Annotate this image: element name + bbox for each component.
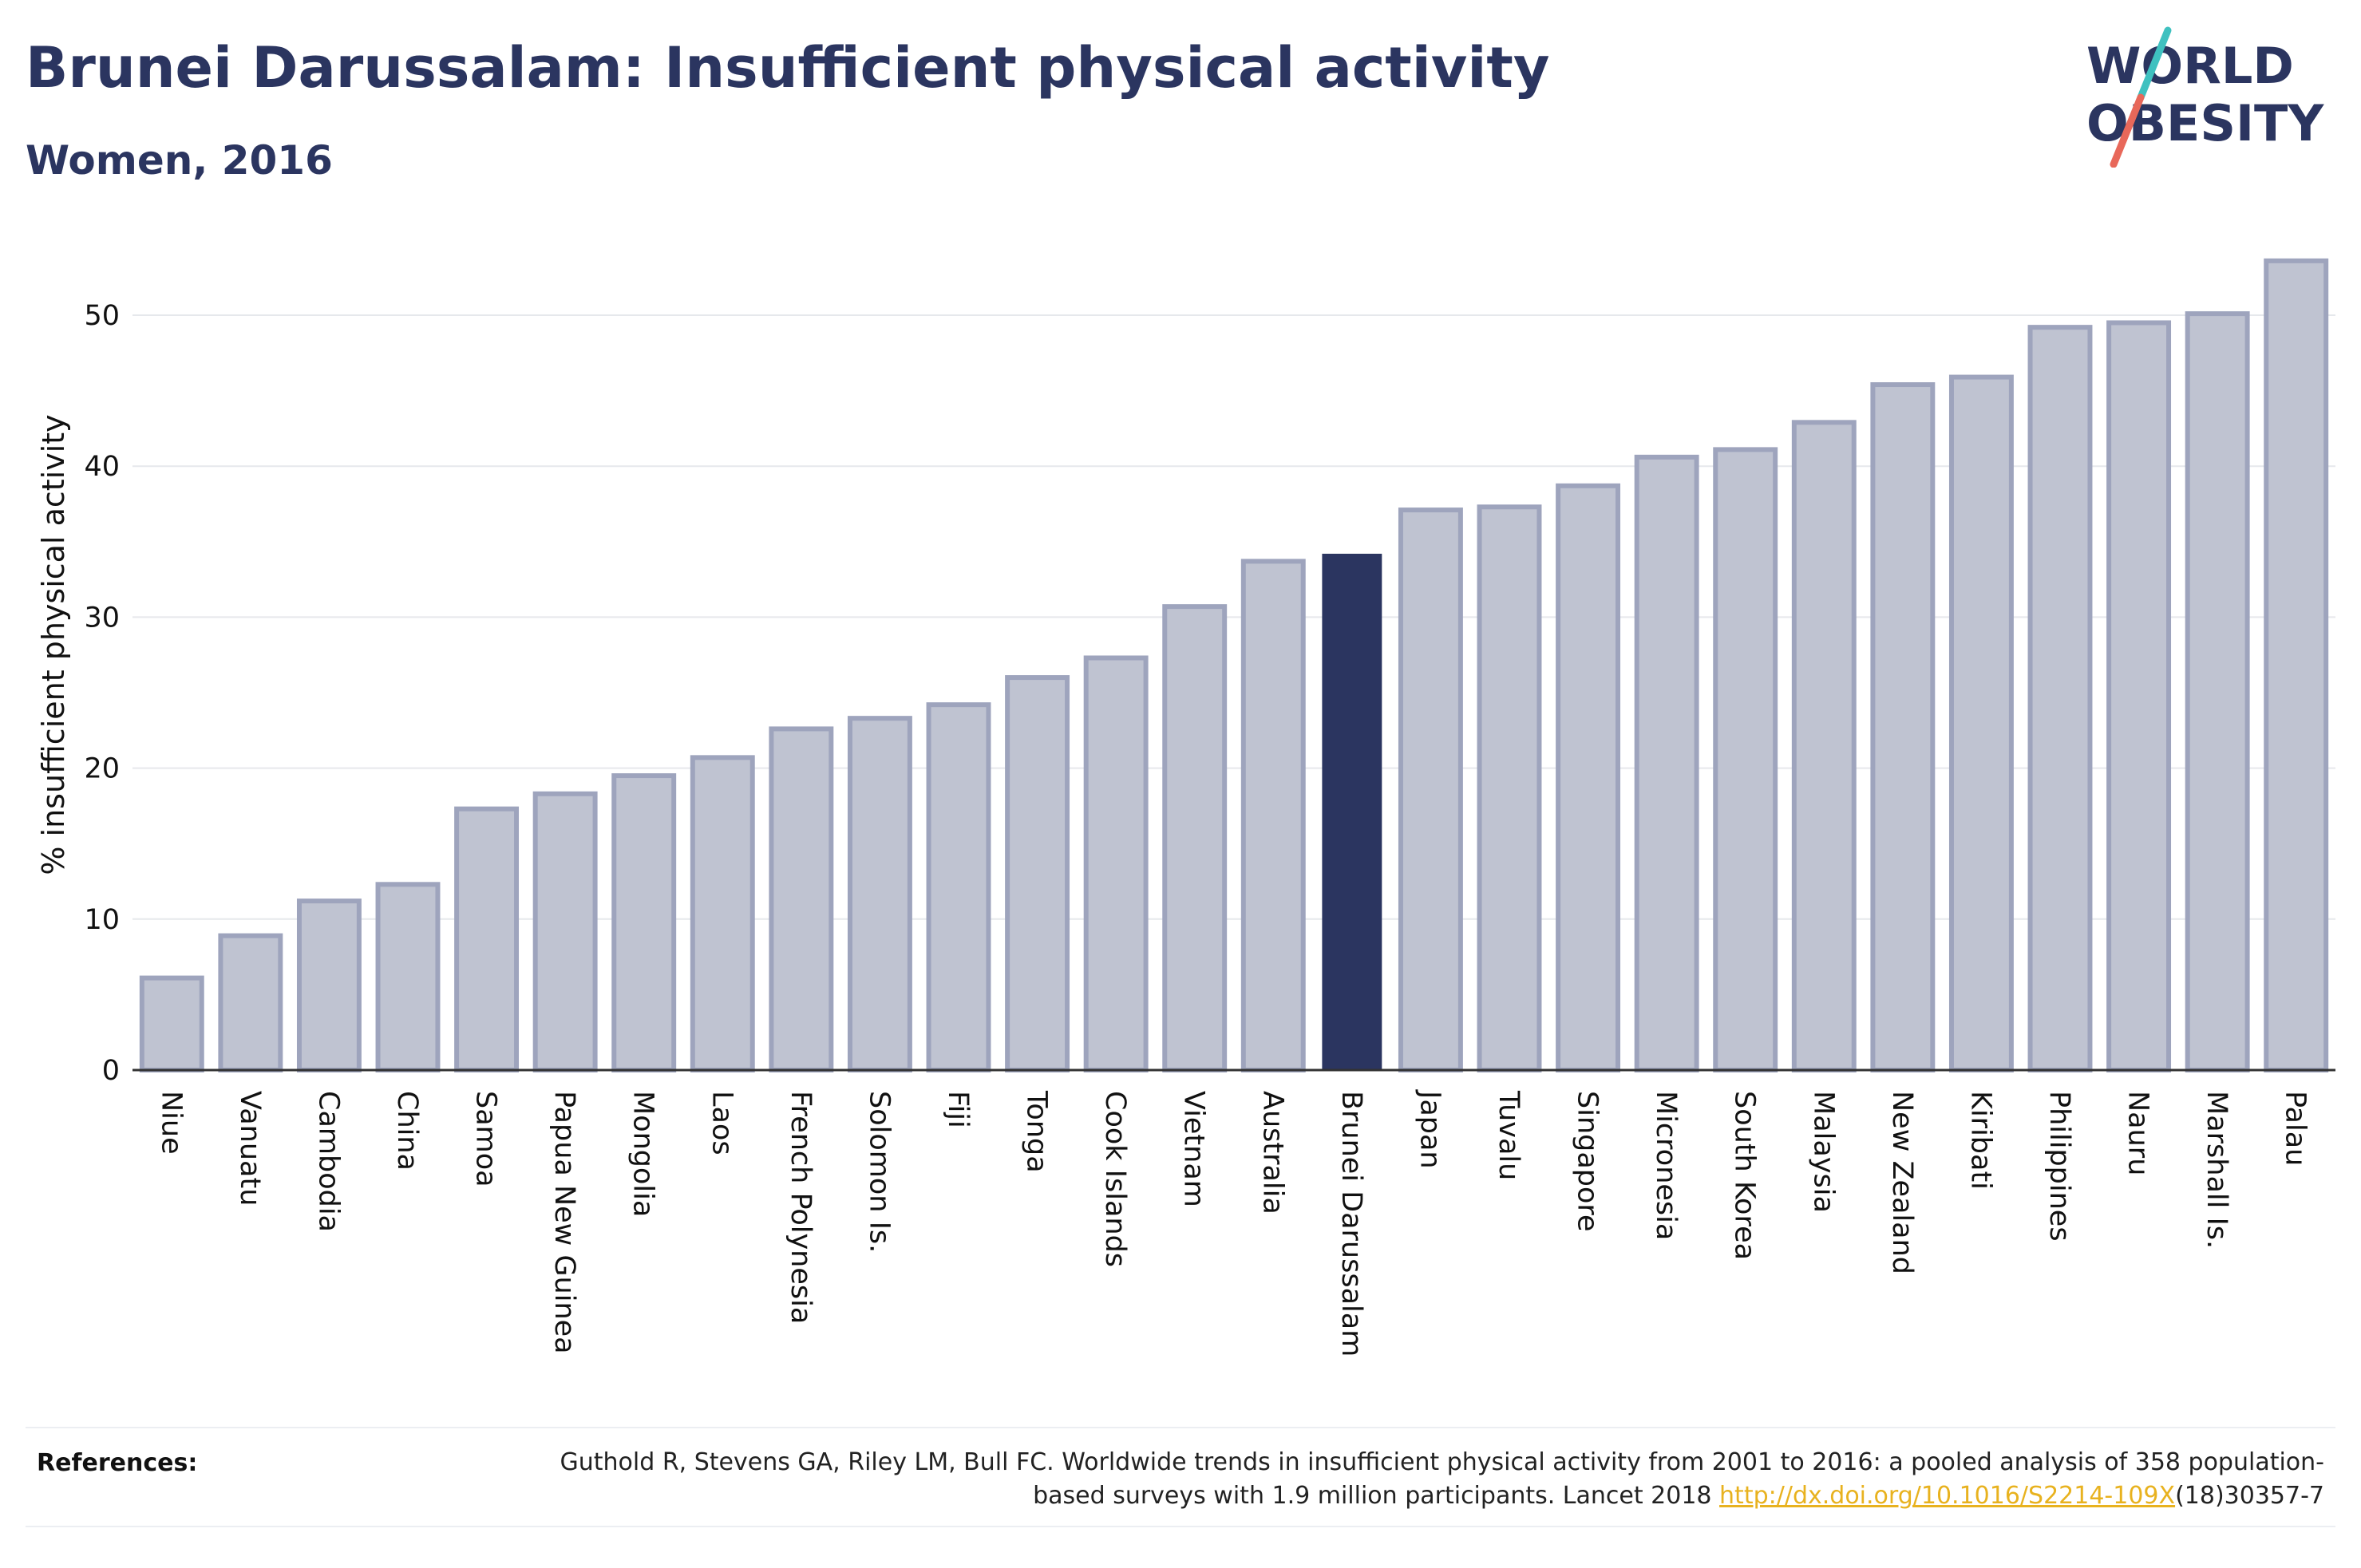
bar-australia bbox=[1240, 559, 1306, 1072]
x-tick-label-tonga: Tonga bbox=[1021, 1090, 1053, 1173]
bar-micronesia bbox=[1634, 454, 1699, 1072]
bar-nauru bbox=[2106, 320, 2172, 1072]
y-axis-label: % insufficient physical activity bbox=[36, 414, 71, 875]
references-citation: Guthold R, Stevens GA, Riley LM, Bull FC… bbox=[560, 1448, 2324, 1510]
x-tick-label-nauru: Nauru bbox=[2122, 1091, 2154, 1175]
bar-mongolia bbox=[611, 773, 677, 1072]
references-divider-bottom bbox=[26, 1526, 2335, 1527]
x-tick-label-malaysia: Malaysia bbox=[1807, 1091, 1839, 1213]
x-tick-label-french-polynesia: French Polynesia bbox=[785, 1091, 817, 1324]
x-tick-label-papua-new-guinea: Papua New Guinea bbox=[548, 1091, 580, 1354]
logo-line-1: WORLD bbox=[2086, 37, 2294, 95]
bar-new-zealand bbox=[1870, 382, 1936, 1073]
x-tick-label-japan: Japan bbox=[1414, 1089, 1445, 1169]
x-tick-label-kiribati: Kiribati bbox=[1964, 1091, 1996, 1190]
references-citation-end: (18)30357-7 bbox=[2175, 1482, 2324, 1510]
bar-south-korea bbox=[1713, 447, 1778, 1072]
bar-niue bbox=[139, 975, 204, 1073]
bar-french-polynesia bbox=[769, 726, 834, 1073]
references-label: References: bbox=[37, 1449, 198, 1477]
world-obesity-logo: WORLD OBESITY bbox=[2086, 26, 2324, 168]
bar-kiribati bbox=[1948, 374, 2014, 1072]
bar-tuvalu bbox=[1477, 504, 1542, 1072]
logo-slash-top bbox=[2137, 26, 2172, 101]
references-text: Guthold R, Stevens GA, Riley LM, Bull FC… bbox=[488, 1446, 2324, 1513]
bar-palau bbox=[2264, 258, 2329, 1072]
page-title: Brunei Darussalam: Insufficient physical… bbox=[26, 35, 1550, 101]
bar-china bbox=[375, 882, 441, 1073]
x-tick-label-philippines: Philippines bbox=[2043, 1091, 2075, 1242]
bar-vanuatu bbox=[218, 933, 283, 1073]
y-tick-label-0: 0 bbox=[102, 1055, 120, 1087]
x-tick-label-cook-islands: Cook Islands bbox=[1099, 1091, 1131, 1267]
bar-philippines bbox=[2027, 325, 2093, 1072]
bar-solomon-is bbox=[847, 716, 912, 1072]
bar-malaysia bbox=[1791, 420, 1857, 1072]
x-tick-label-solomon-is: Solomon Is. bbox=[863, 1091, 895, 1253]
x-tick-label-australia: Australia bbox=[1256, 1091, 1288, 1215]
y-tick-label-50: 50 bbox=[84, 300, 120, 332]
bar-fiji bbox=[926, 702, 991, 1072]
bar-chart: 0 10 20 30 40 50 Niue Vanuatu Cambodia China Samo… bbox=[36, 258, 2335, 1357]
x-tick-label-new-zealand: New Zealand bbox=[1886, 1091, 1918, 1274]
bar-cook-islands bbox=[1083, 655, 1149, 1072]
x-tick-label-samoa: Samoa bbox=[470, 1091, 502, 1187]
x-tick-label-cambodia: Cambodia bbox=[312, 1091, 344, 1232]
x-tick-label-brunei-darussalam: Brunei Darussalam bbox=[1335, 1091, 1367, 1357]
x-tick-label-china: China bbox=[391, 1091, 423, 1171]
y-tick-label-40: 40 bbox=[84, 451, 120, 483]
x-tick-label-palau: Palau bbox=[2280, 1091, 2312, 1166]
logo-slash-bottom bbox=[2110, 93, 2145, 168]
references-divider-top bbox=[26, 1427, 2335, 1428]
y-tick-label-20: 20 bbox=[84, 753, 120, 785]
x-tick-label-south-korea: South Korea bbox=[1729, 1091, 1761, 1260]
bar-cambodia bbox=[296, 899, 362, 1072]
x-tick-label-tuvalu: Tuvalu bbox=[1493, 1090, 1525, 1180]
x-tick-label-niue: Niue bbox=[155, 1091, 187, 1155]
bar-marshall-is bbox=[2185, 311, 2250, 1073]
x-tick-label-marshall-is: Marshall Is. bbox=[2201, 1091, 2232, 1249]
x-tick-label-vietnam: Vietnam bbox=[1178, 1091, 1210, 1207]
bar-samoa bbox=[454, 806, 520, 1073]
references-doi-link[interactable]: http://dx.doi.org/10.1016/S2214-109X bbox=[1719, 1482, 2176, 1510]
bars bbox=[139, 258, 2329, 1073]
x-tick-label-vanuatu: Vanuatu bbox=[234, 1091, 266, 1206]
bar-brunei-darussalam bbox=[1322, 553, 1382, 1070]
x-tick-label-laos: Laos bbox=[706, 1091, 738, 1155]
y-tick-label-10: 10 bbox=[84, 904, 120, 936]
page-subtitle: Women, 2016 bbox=[26, 137, 333, 184]
bar-tonga bbox=[1005, 675, 1070, 1073]
bar-japan bbox=[1398, 508, 1463, 1072]
bar-laos bbox=[690, 755, 755, 1073]
bar-vietnam bbox=[1162, 604, 1228, 1072]
x-tick-label-micronesia: Micronesia bbox=[1650, 1091, 1682, 1240]
bar-papua-new-guinea bbox=[532, 791, 598, 1072]
y-tick-labels: 0 10 20 30 40 50 bbox=[84, 300, 120, 1087]
bar-singapore bbox=[1556, 483, 1621, 1072]
x-tick-label-fiji: Fiji bbox=[942, 1091, 974, 1128]
x-tick-label-mongolia: Mongolia bbox=[627, 1091, 659, 1217]
y-tick-label-30: 30 bbox=[84, 602, 120, 634]
x-tick-label-singapore: Singapore bbox=[1572, 1091, 1604, 1232]
x-tick-labels: Niue Vanuatu Cambodia China Samoa Papua New G… bbox=[155, 1089, 2311, 1357]
